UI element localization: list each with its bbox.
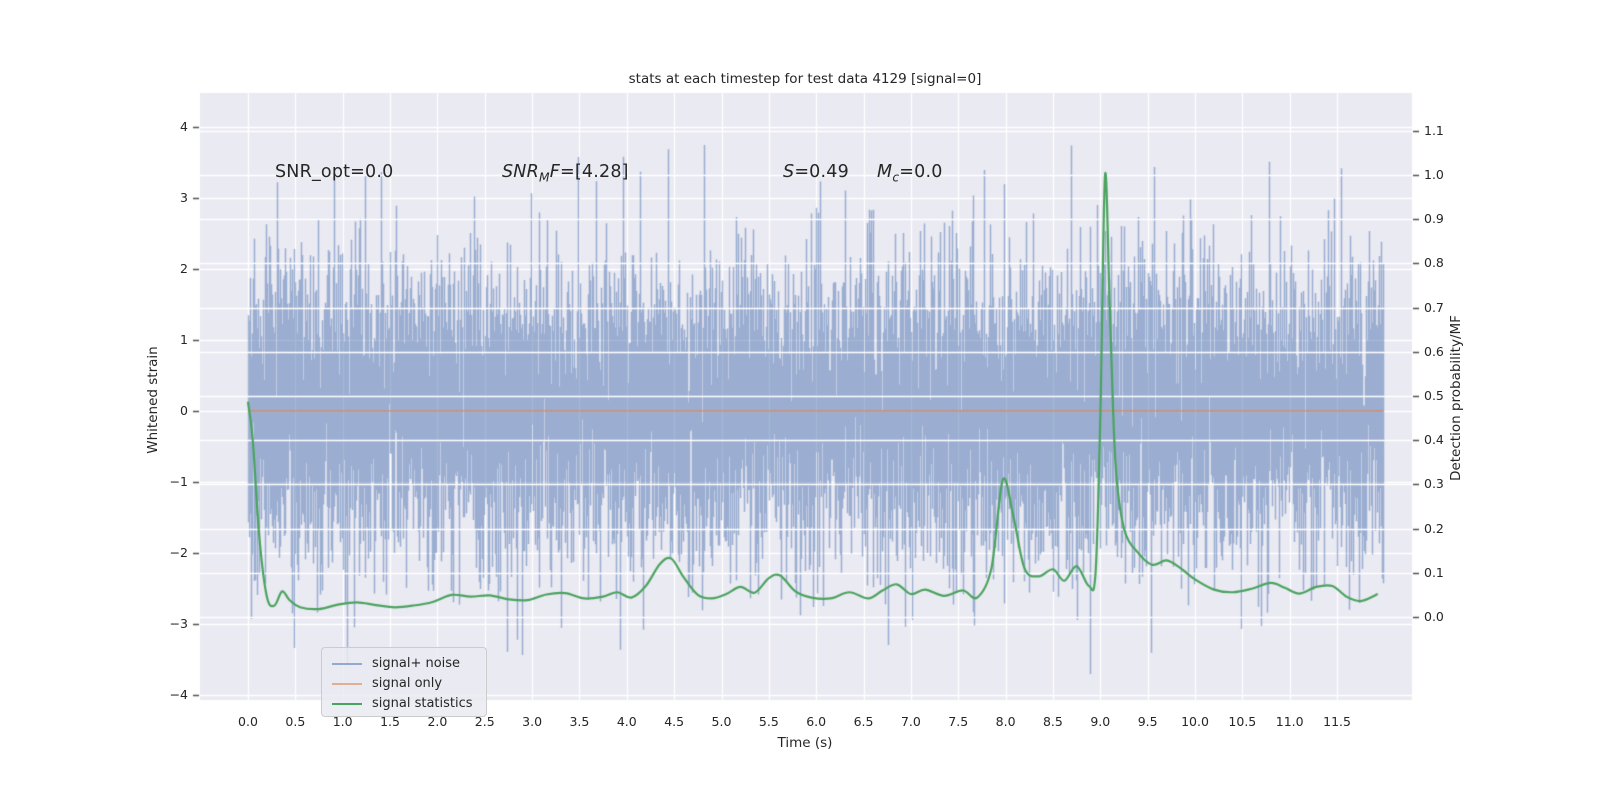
x-tick-label: 7.0 bbox=[900, 714, 921, 729]
x-tick-label: 3.5 bbox=[569, 714, 590, 729]
x-tick-label: 8.0 bbox=[995, 714, 1016, 729]
y-right-tick-label: 1.0 bbox=[1424, 167, 1444, 182]
x-tick-label: 6.0 bbox=[806, 714, 827, 729]
x-tick-label: 0.0 bbox=[238, 714, 258, 729]
y-right-tick-label: 0.2 bbox=[1424, 520, 1444, 536]
x-tick-label: 10.5 bbox=[1228, 714, 1257, 729]
x-tick-label: 8.5 bbox=[1042, 714, 1063, 729]
legend: signal+ noise signal only signal statistic… bbox=[321, 647, 487, 717]
y-left-tick-label: 4 bbox=[180, 119, 188, 134]
y-left-tick-label: −3 bbox=[169, 616, 188, 631]
legend-swatch-line bbox=[332, 662, 362, 666]
x-tick-label: 5.0 bbox=[711, 714, 732, 729]
y-right-tick-label: 0.1 bbox=[1424, 564, 1444, 580]
x-tick-label: 5.5 bbox=[758, 714, 779, 729]
x-tick-label: 4.5 bbox=[664, 714, 685, 729]
y-right-tick-label: 0.7 bbox=[1424, 299, 1444, 315]
y-right-tick-label: 0.4 bbox=[1424, 432, 1444, 448]
y-left-tick-label: 1 bbox=[180, 332, 188, 347]
x-tick-label: 2.0 bbox=[427, 714, 448, 729]
y-right-tick-label: 0.3 bbox=[1424, 476, 1444, 492]
legend-item: signal+ noise bbox=[332, 654, 476, 674]
y-left-tick-label: 0 bbox=[180, 403, 188, 418]
legend-label: signal only bbox=[372, 676, 443, 691]
x-tick-label: 10.0 bbox=[1181, 714, 1209, 729]
y-right-tick-label: 0.6 bbox=[1424, 343, 1444, 359]
chart-title: stats at each timestep for test data 412… bbox=[628, 71, 982, 87]
y-right-tick-label: 0.5 bbox=[1424, 388, 1444, 403]
x-tick-label: 2.5 bbox=[474, 714, 495, 729]
x-tick-label: 11.5 bbox=[1323, 714, 1351, 729]
x-tick-label: 7.5 bbox=[948, 714, 969, 729]
y-right-tick-label: 0.0 bbox=[1424, 609, 1444, 624]
legend-swatch-line bbox=[332, 682, 362, 686]
legend-swatch-line bbox=[332, 702, 362, 706]
annotation-snr-mf: SNRMF=[4.28] bbox=[502, 162, 629, 185]
y-left-tick-label: 2 bbox=[180, 261, 188, 276]
y-right-tick-label: 0.9 bbox=[1424, 211, 1444, 227]
y-right-tick-label: 1.1 bbox=[1424, 122, 1444, 138]
y-left-tick-label: −1 bbox=[169, 474, 188, 489]
x-tick-label: 9.0 bbox=[1090, 714, 1111, 729]
annotation-mc: Mc=0.0 bbox=[877, 162, 943, 185]
annotation-s-stat: S=0.49 bbox=[783, 162, 849, 182]
x-tick-label: 3.0 bbox=[522, 714, 543, 729]
x-tick-label: 11.0 bbox=[1275, 714, 1304, 729]
x-tick-label: 1.0 bbox=[332, 714, 353, 729]
legend-item: signal only bbox=[332, 674, 476, 694]
x-tick-label: 4.0 bbox=[616, 714, 637, 729]
legend-label: signal statistics bbox=[372, 696, 473, 711]
x-tick-label: 1.5 bbox=[380, 714, 400, 729]
legend-label: signal+ noise bbox=[372, 656, 461, 671]
y-left-tick-label: −2 bbox=[169, 545, 188, 560]
y-left-tick-label: 3 bbox=[180, 190, 188, 205]
y-left-axis-label: Whitened strain bbox=[145, 346, 161, 454]
annotation-snr-opt: SNR_opt=0.0 bbox=[275, 162, 394, 182]
x-tick-label: 9.5 bbox=[1137, 714, 1158, 729]
x-tick-label: 6.5 bbox=[853, 714, 874, 729]
y-right-tick-label: 0.8 bbox=[1424, 255, 1444, 271]
y-left-tick-label: −4 bbox=[169, 687, 188, 702]
legend-item: signal statistics bbox=[332, 694, 476, 714]
x-axis-label: Time (s) bbox=[777, 735, 833, 751]
x-tick-label: 0.5 bbox=[285, 714, 306, 729]
y-right-axis-label: Detection probability/MF bbox=[1448, 315, 1464, 481]
